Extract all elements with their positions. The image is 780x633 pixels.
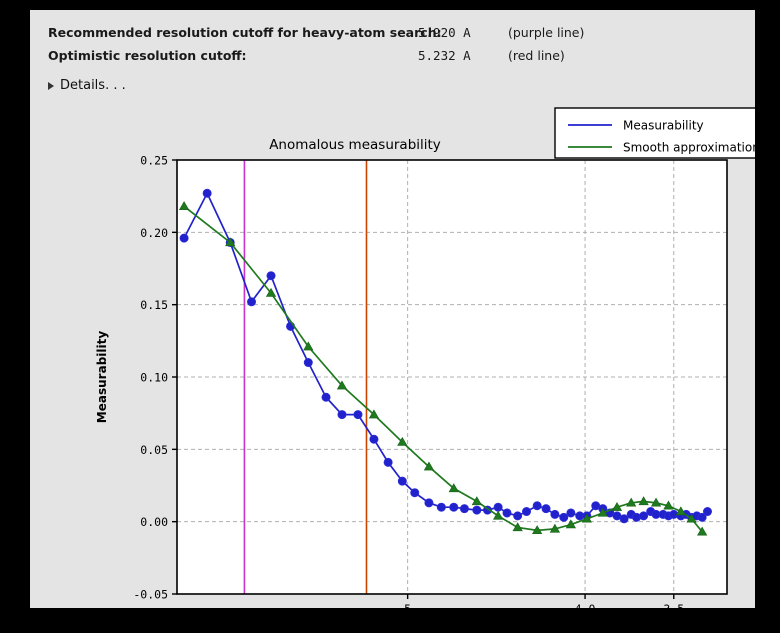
data-point <box>532 525 543 535</box>
data-point <box>369 434 379 444</box>
data-point <box>265 287 277 297</box>
data-point <box>597 507 608 517</box>
data-point <box>611 501 623 511</box>
details-disclosure[interactable]: Details. . . <box>48 78 126 93</box>
data-point <box>650 497 662 507</box>
data-point <box>566 508 576 518</box>
data-point <box>663 500 674 510</box>
y-tick-label: 0.00 <box>140 515 168 529</box>
data-point <box>424 498 434 508</box>
data-point <box>697 512 707 522</box>
x-tick-label: 5 <box>404 602 411 608</box>
data-point <box>336 380 348 390</box>
data-point <box>266 271 276 281</box>
recommended-cutoff-label: Recommended resolution cutoff for heavy-… <box>48 25 442 40</box>
data-point <box>303 358 313 368</box>
data-point <box>448 483 459 493</box>
data-point <box>702 507 712 517</box>
data-point <box>179 233 189 243</box>
data-point <box>383 457 393 467</box>
x-tick-label: 4.0 <box>575 602 596 608</box>
data-point <box>472 505 482 515</box>
data-point <box>513 511 523 521</box>
data-point <box>410 488 420 498</box>
data-point <box>202 188 212 198</box>
data-point <box>493 502 503 512</box>
data-point <box>686 513 697 523</box>
y-tick-label: 0.15 <box>140 298 168 312</box>
data-point <box>512 522 523 532</box>
optimistic-cutoff-note: (red line) <box>508 48 565 63</box>
data-point <box>532 501 542 511</box>
recommended-cutoff-note: (purple line) <box>508 25 585 40</box>
y-tick-label: 0.20 <box>140 226 168 240</box>
data-point <box>550 509 560 519</box>
x-tick-label: 3.5 <box>663 602 684 608</box>
y-tick-label: 0.25 <box>140 154 168 168</box>
data-point <box>565 519 576 529</box>
data-point <box>436 502 446 512</box>
data-point <box>247 297 257 307</box>
legend-box <box>554 107 755 159</box>
legend-label: Measurability <box>623 119 704 133</box>
data-point <box>397 476 407 486</box>
results-panel: Recommended resolution cutoff for heavy-… <box>30 10 755 608</box>
data-point <box>303 341 314 351</box>
legend-label: Smooth approximation <box>623 141 755 155</box>
chart-canvas: -0.050.000.050.100.150.200.2554.03.5Reso… <box>95 107 755 608</box>
y-tick-label: 0.05 <box>140 443 168 457</box>
data-point <box>471 496 482 506</box>
chart-legend: Measurability Smooth approximation <box>554 107 755 159</box>
data-point <box>638 496 649 506</box>
y-tick-label: -0.05 <box>133 588 168 602</box>
data-point <box>493 510 504 520</box>
data-point <box>697 526 708 536</box>
chevron-right-icon <box>48 81 54 90</box>
data-point <box>337 410 347 420</box>
data-point <box>626 497 637 507</box>
data-point <box>449 502 459 512</box>
data-point <box>397 436 408 446</box>
data-point <box>225 237 236 247</box>
data-point <box>321 392 331 402</box>
data-point <box>541 504 551 514</box>
optimistic-cutoff-value: 5.232 A <box>418 48 471 63</box>
series-2 <box>178 201 708 536</box>
chart-title: Anomalous measurability <box>269 137 441 153</box>
details-label: Details. . . <box>60 78 126 93</box>
recommended-cutoff-value: 5.920 A <box>418 25 471 40</box>
y-tick-label: 0.10 <box>140 371 168 385</box>
data-point <box>353 410 363 420</box>
data-point <box>178 201 190 210</box>
data-point <box>559 512 569 522</box>
data-point <box>423 461 435 471</box>
data-point <box>581 513 592 523</box>
data-point <box>368 409 380 419</box>
data-point <box>619 514 629 524</box>
data-point <box>502 508 512 518</box>
data-point <box>639 511 649 521</box>
anomalous-measurability-chart: -0.050.000.050.100.150.200.2554.03.5Reso… <box>30 95 755 608</box>
data-point <box>549 523 561 533</box>
data-point <box>675 506 686 516</box>
data-point <box>522 507 532 517</box>
data-point <box>459 504 469 514</box>
optimistic-cutoff-label: Optimistic resolution cutoff: <box>48 48 247 63</box>
y-axis-title: Measurability <box>95 331 109 424</box>
